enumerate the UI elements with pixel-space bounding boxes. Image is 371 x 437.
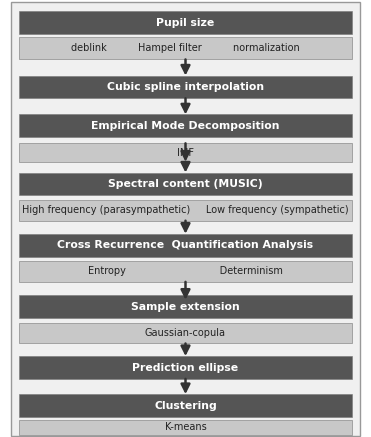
Text: IMF: IMF (177, 148, 194, 157)
Bar (19, 11, 352, 34)
Bar (19, 356, 352, 379)
Bar (19, 114, 352, 137)
Bar (19, 173, 352, 195)
Bar (19, 143, 352, 162)
Text: Prediction ellipse: Prediction ellipse (132, 363, 239, 372)
Bar (19, 200, 352, 221)
Bar (19, 295, 352, 318)
Bar (19, 420, 352, 435)
Bar (19, 76, 352, 98)
Text: Sample extension: Sample extension (131, 302, 240, 312)
Text: Cross Recurrence  Quantification Analysis: Cross Recurrence Quantification Analysis (58, 240, 313, 250)
Bar (19, 394, 352, 417)
Text: Entropy                              Determinism: Entropy Determinism (88, 267, 283, 276)
Text: High frequency (parasympathetic)     Low frequency (sympathetic): High frequency (parasympathetic) Low fre… (22, 205, 349, 215)
Bar (19, 323, 352, 343)
Bar (19, 37, 352, 59)
Text: Gaussian-copula: Gaussian-copula (145, 328, 226, 338)
Text: Pupil size: Pupil size (156, 18, 215, 28)
Text: Spectral content (MUSIC): Spectral content (MUSIC) (108, 179, 263, 189)
Bar (19, 261, 352, 282)
Text: deblink          Hampel filter          normalization: deblink Hampel filter normalization (71, 43, 300, 53)
Text: Cubic spline interpolation: Cubic spline interpolation (107, 82, 264, 92)
Text: Clustering: Clustering (154, 401, 217, 410)
Text: K-means: K-means (165, 422, 206, 432)
Bar (19, 234, 352, 257)
Text: Empirical Mode Decomposition: Empirical Mode Decomposition (91, 121, 280, 131)
